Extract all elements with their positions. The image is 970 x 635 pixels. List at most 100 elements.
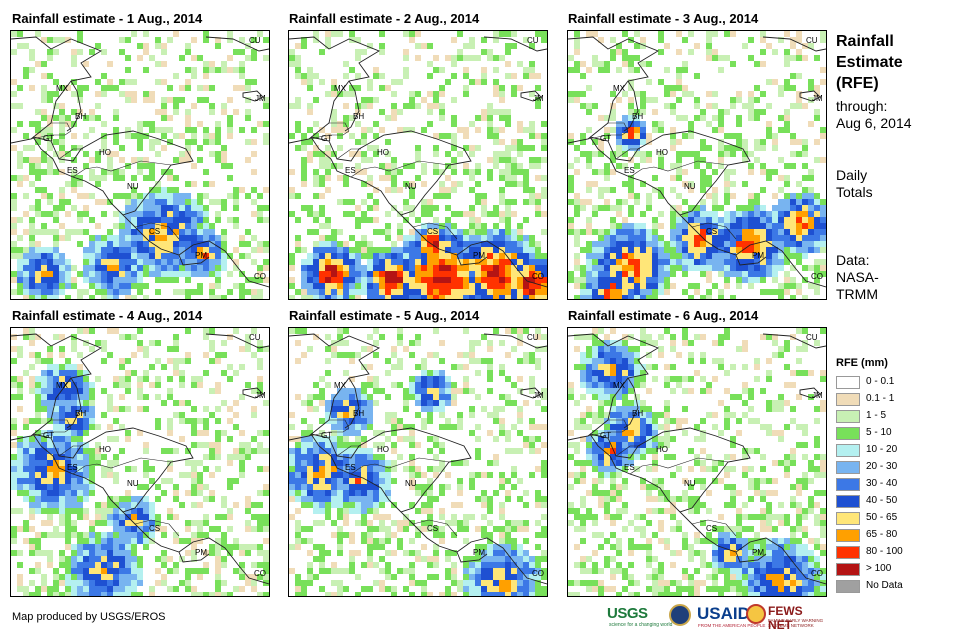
coastline xyxy=(308,427,350,437)
coastline xyxy=(350,457,450,475)
rainfall-map-svg: MX BH GT HO ES NU CS PM CU JM CO xyxy=(11,328,269,596)
coastline xyxy=(289,333,381,441)
coastline xyxy=(344,377,360,429)
coastline xyxy=(51,122,72,132)
map-credit: Map produced by USGS/EROS xyxy=(12,611,166,623)
legend-label: 1 - 5 xyxy=(866,410,887,421)
coastline xyxy=(344,80,360,132)
country-label-gt: GT xyxy=(321,431,332,440)
country-label-pm: PM xyxy=(752,251,764,260)
country-label-nu: NU xyxy=(127,182,139,191)
coastline xyxy=(205,333,269,349)
coastline xyxy=(623,377,639,429)
coastline xyxy=(520,90,542,102)
coastline xyxy=(735,551,767,563)
legend-title: RFE (mm) xyxy=(836,357,888,369)
rainfall-map-svg: MX BH GT HO ES NU CS PM CU JM CO xyxy=(289,31,547,299)
legend-label: 20 - 30 xyxy=(866,461,898,472)
legend-label: No Data xyxy=(866,580,903,591)
country-label-cu: CU xyxy=(806,333,818,342)
country-label-ho: HO xyxy=(656,148,668,157)
coastline xyxy=(336,445,361,457)
rainfall-cells xyxy=(11,328,269,596)
rainfall-map-6: MX BH GT HO ES NU CS PM CU JM CO xyxy=(567,327,827,597)
country-label-pm: PM xyxy=(473,548,485,557)
country-label-ho: HO xyxy=(377,445,389,454)
country-label-jm: JM xyxy=(533,94,544,103)
country-label-cs: CS xyxy=(149,227,160,236)
legend-swatch xyxy=(836,563,860,576)
country-label-mx: MX xyxy=(56,84,69,93)
legend-swatch xyxy=(836,410,860,423)
legend-label: 40 - 50 xyxy=(866,495,898,506)
rfe-title: Rainfall Estimate (RFE) xyxy=(836,31,903,94)
country-label-es: ES xyxy=(624,463,635,472)
coastline xyxy=(134,222,180,240)
country-label-co: CO xyxy=(532,272,544,281)
coastline xyxy=(587,130,629,140)
panel-title-6: Rainfall estimate - 6 Aug., 2014 xyxy=(568,308,759,323)
rainfall-cells xyxy=(11,31,269,299)
coastline xyxy=(799,387,821,399)
rainfall-map-4: MX BH GT HO ES NU CS PM CU JM CO xyxy=(10,327,270,597)
coastline xyxy=(178,551,210,563)
panel-title-4: Rainfall estimate - 4 Aug., 2014 xyxy=(12,308,203,323)
country-label-gt: GT xyxy=(43,134,54,143)
rainfall-map-3: MX BH GT HO ES NU CS PM CU JM CO xyxy=(567,30,827,300)
rainfall-map-1: MX BH GT HO ES NU CS PM CU JM CO xyxy=(10,30,270,300)
coastline xyxy=(11,333,103,441)
country-label-cu: CU xyxy=(249,333,261,342)
data-source-block: Data: NASA- TRMM xyxy=(836,252,879,303)
country-label-es: ES xyxy=(67,166,78,175)
country-label-mx: MX xyxy=(334,381,347,390)
coastline xyxy=(72,160,172,178)
coastline xyxy=(58,148,83,160)
country-label-jm: JM xyxy=(812,391,823,400)
coastline xyxy=(691,519,737,537)
fews-net-icon xyxy=(746,604,766,624)
country-label-bh: BH xyxy=(353,112,364,121)
country-label-bh: BH xyxy=(632,409,643,418)
country-label-nu: NU xyxy=(405,479,417,488)
coastline xyxy=(329,419,350,429)
fews-net-tagline: FAMINE EARLY WARNING SYSTEMS NETWORK xyxy=(768,618,824,628)
country-label-ho: HO xyxy=(377,148,389,157)
country-label-gt: GT xyxy=(600,134,611,143)
legend-swatch xyxy=(836,478,860,491)
country-label-cs: CS xyxy=(706,227,717,236)
legend-swatch xyxy=(836,529,860,542)
country-label-jm: JM xyxy=(255,94,266,103)
country-label-bh: BH xyxy=(353,409,364,418)
coastline xyxy=(329,122,350,132)
coastline xyxy=(178,254,210,266)
legend-swatch xyxy=(836,376,860,389)
coastline xyxy=(608,122,629,132)
coastline xyxy=(205,36,269,52)
rfe-title-line3: (RFE) xyxy=(836,75,879,92)
country-label-ho: HO xyxy=(99,445,111,454)
totals-line1: Daily xyxy=(836,167,868,183)
rainfall-map-5: MX BH GT HO ES NU CS PM CU JM CO xyxy=(288,327,548,597)
coastline xyxy=(51,419,72,429)
coastline xyxy=(629,457,729,475)
country-label-gt: GT xyxy=(321,134,332,143)
coastline xyxy=(735,254,767,266)
country-label-pm: PM xyxy=(752,548,764,557)
coastline xyxy=(762,36,826,52)
legend-label: 30 - 40 xyxy=(866,478,898,489)
coastline xyxy=(608,419,629,429)
legend-label: 65 - 80 xyxy=(866,529,898,540)
coastline xyxy=(30,130,72,140)
country-label-cu: CU xyxy=(249,36,261,45)
country-label-mx: MX xyxy=(56,381,69,390)
country-label-es: ES xyxy=(624,166,635,175)
legend-label: 0 - 0.1 xyxy=(866,376,895,387)
data-line2: NASA- xyxy=(836,269,879,285)
country-label-jm: JM xyxy=(812,94,823,103)
coastline xyxy=(289,36,381,144)
coastline xyxy=(336,148,361,160)
coastline xyxy=(691,222,737,240)
coastline xyxy=(11,36,103,144)
usaid-tagline: FROM THE AMERICAN PEOPLE xyxy=(698,623,766,628)
rainfall-map-svg: MX BH GT HO ES NU CS PM CU JM CO xyxy=(289,328,547,596)
